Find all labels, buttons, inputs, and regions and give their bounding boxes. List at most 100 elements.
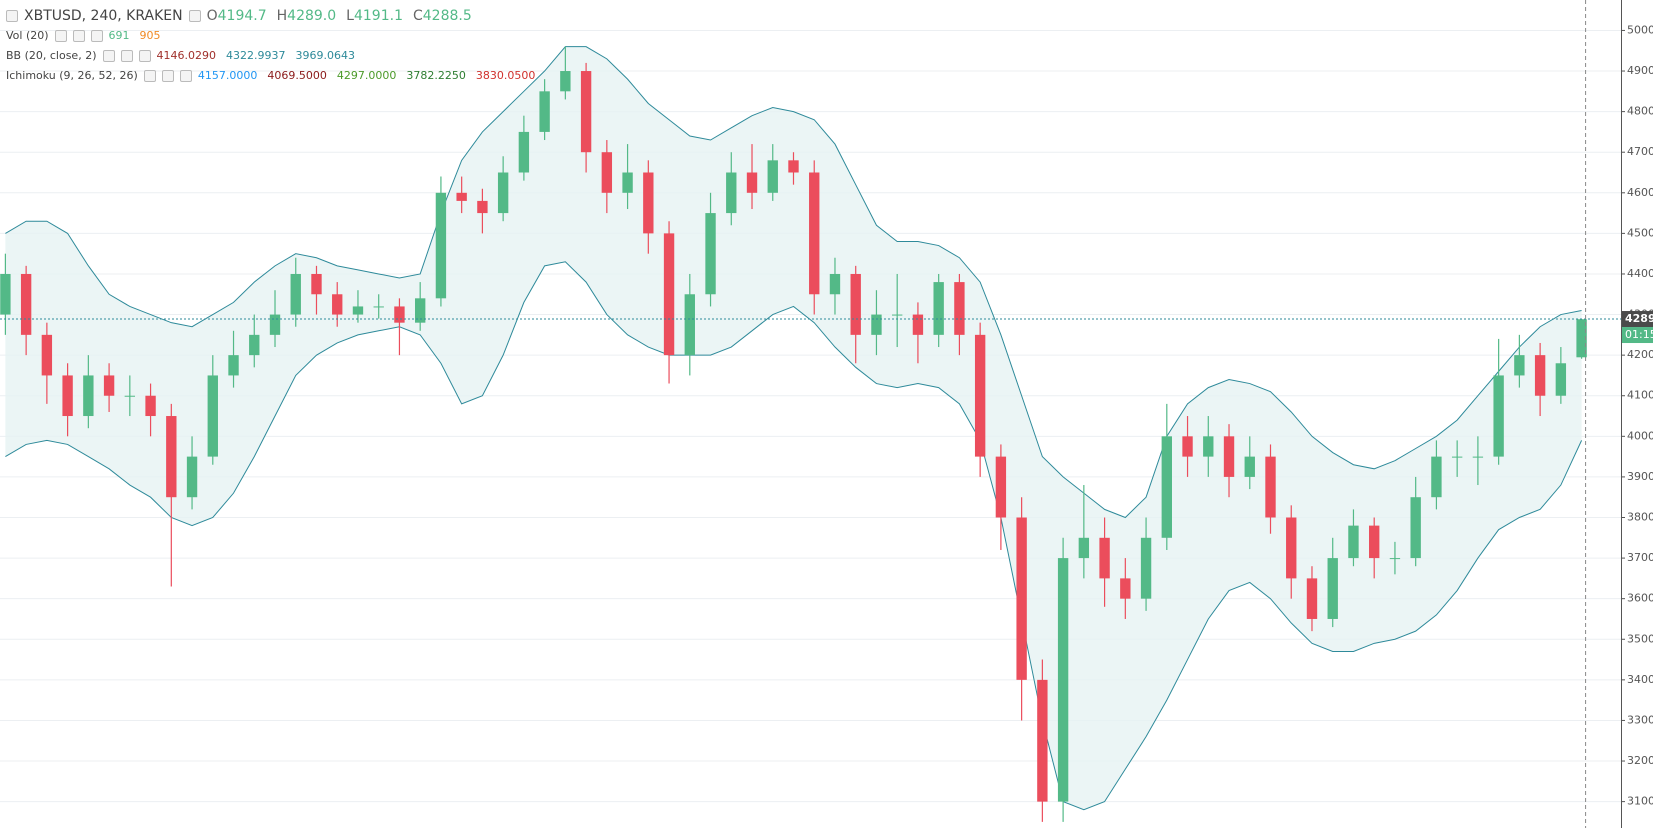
candle-body [1555,363,1567,396]
icon[interactable] [143,70,156,82]
indicator-value: 4146.0290 [156,49,217,62]
y-tick-label: 3400 [1627,673,1653,686]
icon[interactable] [120,50,133,62]
candle-body [1306,578,1318,619]
indicator-value: 4322.9937 [226,49,286,62]
candle-body [414,298,426,323]
y-tick-label: 4200 [1627,348,1653,361]
candle-body [311,273,322,295]
price-tag [1622,311,1653,328]
candle-body [518,131,530,173]
candle-body [933,282,944,335]
ichimoku-values: 4157.0000 4069.5000 4297.0000 3782.2250 3830… [198,66,536,86]
icon[interactable] [54,30,67,42]
ohlc-item: O4194.7 [207,6,267,26]
settings-icon[interactable] [188,10,201,22]
candle-body [1576,319,1587,358]
icon[interactable] [138,50,151,62]
candle-body [1327,558,1338,619]
candle-body [1120,578,1131,599]
ohlc-item: C4288.5 [413,6,472,26]
candle-body [663,233,675,356]
candle-body [394,306,405,323]
candle-body [41,334,53,376]
collapse-icon[interactable] [6,10,18,22]
y-tick-label: 4500 [1627,226,1653,239]
y-tick-label: 4400 [1627,267,1653,280]
candle-body [829,273,841,295]
indicator-value: 905 [139,29,161,42]
candle-body [892,314,903,316]
candle-body [788,160,799,173]
ohlc: O4194.7 H4289.0 L4191.1 C4288.5 [207,6,472,26]
candle-body [269,314,281,335]
candle-body [1099,537,1110,579]
candle-body [560,71,571,92]
candle-body [207,375,218,457]
ohlc-key: L [346,8,354,24]
candle-body [539,91,550,132]
candle-body [1140,537,1152,599]
candle-body [166,416,177,498]
candle-body [684,294,695,356]
vol-values: 691 905 [109,26,161,46]
candle-body [249,334,260,356]
bb-values: 4146.0290 4322.9937 3969.0643 [157,46,356,66]
candle-body [1493,375,1504,457]
vol-name: Vol (20) [6,29,49,42]
icon[interactable] [179,70,192,82]
candle-body [62,375,73,417]
icon[interactable] [102,50,115,62]
ohlc-value: 4194.7 [217,8,267,24]
candle-body [332,294,343,315]
y-tick-label: 4100 [1627,389,1653,402]
candle-body [995,456,1007,518]
indicator-value: 3969.0643 [295,49,356,62]
icon[interactable] [72,30,85,42]
symbol: XBTUSD, 240, KRAKEN [24,8,183,24]
candle-body [871,314,882,335]
indicator-value: 3830.0500 [475,69,536,82]
candle-body [435,192,447,299]
candle-body [1265,456,1276,518]
ohlc-value: 4288.5 [422,8,472,24]
icon[interactable] [161,70,174,82]
price-axis [1621,0,1653,828]
ohlc-key: H [276,8,288,24]
candle-body [103,375,115,396]
y-tick-label: 4700 [1627,145,1653,158]
vol-row: Vol (20) 691 905 [6,26,535,46]
y-tick-label: 4900 [1627,64,1653,77]
candle-body [622,172,633,193]
band-fill [5,46,1582,810]
y-tick-label: 3300 [1627,713,1653,726]
indicator-value: 3782.2250 [406,69,466,82]
ohlc-value: 4289.0 [287,8,337,24]
candle-body [1037,679,1048,802]
candle-body [1369,525,1380,559]
candle-body [705,213,716,295]
legend-header: XBTUSD, 240, KRAKEN O4194.7 H4289.0 L4191.… [6,6,535,86]
indicator-value: 4069.5000 [267,69,327,82]
candle-body [1514,355,1525,376]
candle-body [809,172,820,295]
candle-body [1534,355,1546,396]
candle-body [580,71,592,153]
countdown-tag [1622,327,1653,344]
candle-body [1016,517,1027,680]
candle-body [912,314,924,335]
indicator-value: 4157.0000 [197,69,258,82]
band-line [5,261,1583,811]
y-tick-label: 3100 [1627,795,1653,808]
y-tick-label: 3800 [1627,511,1653,524]
candle-body [0,273,11,315]
bb-row: BB (20, close, 2) 4146.0290 4322.9937 3969… [6,46,535,66]
indicator-value: 4297.0000 [336,69,397,82]
candle-body [83,375,94,417]
y-tick-label: 3600 [1627,592,1653,605]
icon[interactable] [90,30,103,42]
bb-name: BB (20, close, 2) [6,49,97,62]
countdown-label: 01:15 [1625,328,1653,341]
